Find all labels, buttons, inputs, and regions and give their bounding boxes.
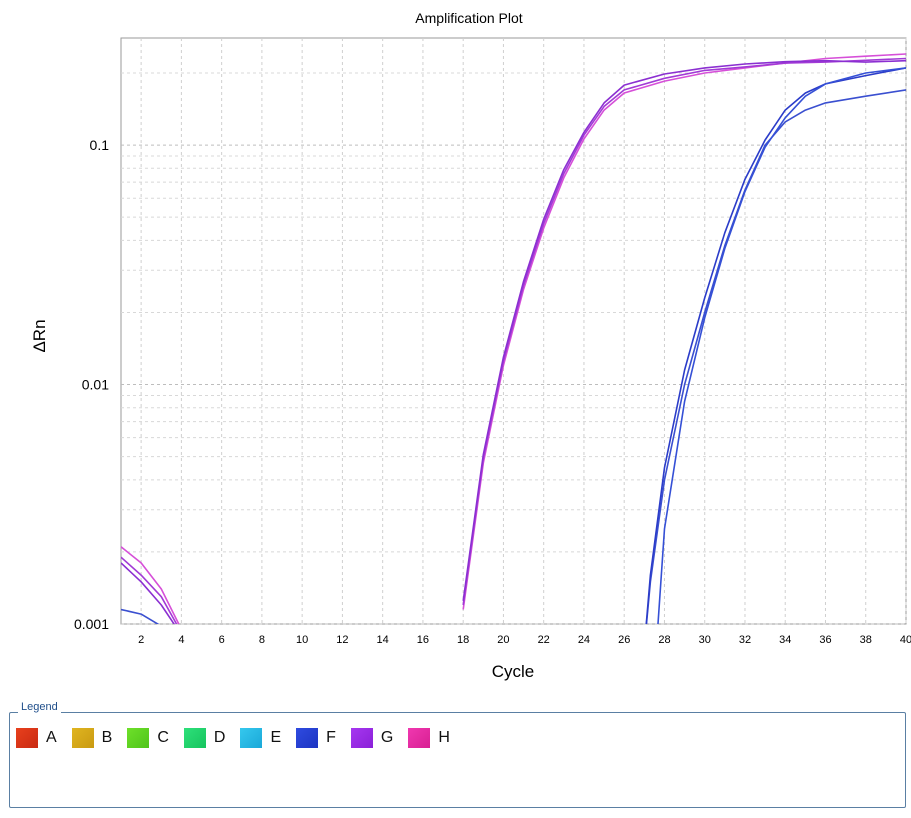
x-tick-label: 22 bbox=[538, 634, 550, 646]
legend-panel bbox=[9, 712, 906, 808]
legend-swatch bbox=[240, 728, 263, 748]
x-tick-label: 16 bbox=[417, 634, 429, 646]
series-line-G3 bbox=[121, 562, 175, 624]
x-tick-label: 36 bbox=[819, 634, 831, 646]
legend-label: E bbox=[270, 729, 282, 746]
series-group bbox=[121, 53, 906, 624]
x-tick-label: 34 bbox=[779, 634, 791, 646]
series-line-F1 bbox=[121, 608, 160, 624]
amplification-plot: Amplification Plot 2 4 6 8 10 12 14 16 18 20 22 24 2… bbox=[30, 10, 911, 681]
legend-items: A B C D E F G H bbox=[16, 728, 465, 748]
x-axis-label: Cycle bbox=[492, 662, 535, 681]
x-tick-label: 24 bbox=[578, 634, 590, 646]
legend-item-f[interactable]: F bbox=[296, 728, 336, 748]
x-tick-label: 38 bbox=[860, 634, 872, 646]
legend-label: C bbox=[157, 729, 169, 746]
series-line-G1 bbox=[121, 546, 180, 624]
x-tick-label: 20 bbox=[497, 634, 509, 646]
legend-item-e[interactable]: E bbox=[240, 728, 281, 748]
y-tick-labels: 0.001 0.01 0.1 bbox=[74, 137, 109, 632]
legend-item-a[interactable]: A bbox=[16, 728, 57, 748]
legend-label: D bbox=[213, 729, 226, 746]
x-tick-label: 6 bbox=[219, 634, 225, 646]
x-tick-label: 4 bbox=[178, 634, 184, 646]
legend-item-b[interactable]: B bbox=[71, 728, 113, 748]
x-tick-label: 14 bbox=[377, 634, 389, 646]
x-tick-label: 40 bbox=[900, 634, 911, 646]
chart-title: Amplification Plot bbox=[415, 10, 522, 26]
series-line-G2 bbox=[462, 57, 906, 606]
x-tick-label: 30 bbox=[699, 634, 711, 646]
legend-label: F bbox=[326, 729, 336, 746]
series-clip bbox=[121, 53, 906, 624]
legend-swatch bbox=[71, 728, 94, 748]
y-axis-label: ΔRn bbox=[30, 319, 49, 352]
legend-swatch bbox=[127, 728, 150, 748]
x-tick-label: 26 bbox=[618, 634, 630, 646]
x-tick-label: 8 bbox=[259, 634, 265, 646]
legend-swatch bbox=[408, 728, 431, 748]
legend-item-g[interactable]: G bbox=[350, 728, 394, 748]
y-tick-label: 0.1 bbox=[90, 137, 110, 153]
legend-label: B bbox=[101, 729, 113, 746]
x-tick-label: 18 bbox=[457, 634, 469, 646]
x-tick-label: 32 bbox=[739, 634, 751, 646]
legend-swatch bbox=[350, 728, 373, 748]
x-tick-label: 2 bbox=[138, 634, 144, 646]
legend-item-c[interactable]: C bbox=[127, 728, 169, 748]
x-tick-labels: 2 4 6 8 10 12 14 16 18 20 22 24 26 28 30 32 34 36 38 40 bbox=[138, 634, 911, 646]
legend-label: G bbox=[380, 729, 394, 746]
legend-label: A bbox=[46, 729, 57, 746]
plot-area bbox=[120, 37, 907, 625]
legend-title: Legend bbox=[18, 701, 61, 713]
legend-swatch bbox=[183, 728, 206, 748]
y-tick-label: 0.001 bbox=[74, 616, 109, 632]
y-tick-label: 0.01 bbox=[82, 377, 109, 393]
legend-item-d[interactable]: D bbox=[183, 728, 226, 748]
legend-label: H bbox=[438, 729, 450, 746]
series-line-G3 bbox=[462, 59, 906, 601]
legend-swatch bbox=[16, 728, 38, 748]
series-line-G2 bbox=[121, 556, 178, 624]
legend-item-h[interactable]: H bbox=[408, 728, 450, 748]
x-tick-label: 10 bbox=[296, 634, 308, 646]
grid bbox=[121, 38, 907, 625]
x-tick-label: 12 bbox=[336, 634, 348, 646]
legend-swatch bbox=[296, 728, 319, 748]
series-line-F3 bbox=[657, 67, 906, 624]
x-tick-label: 28 bbox=[658, 634, 670, 646]
